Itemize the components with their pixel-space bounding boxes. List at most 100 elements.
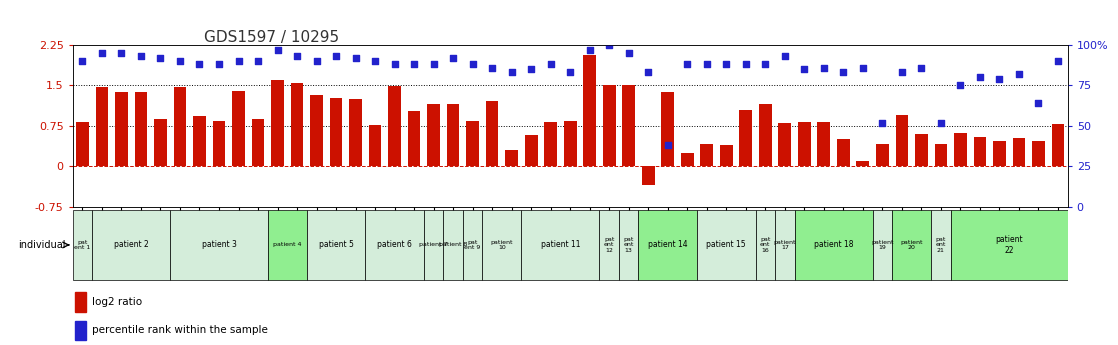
Bar <box>950 210 1068 280</box>
Point <box>991 76 1008 82</box>
Bar <box>642 167 654 185</box>
Text: patient
10: patient 10 <box>491 239 513 250</box>
Bar <box>447 104 459 167</box>
Bar <box>954 133 967 167</box>
Point <box>328 53 345 59</box>
Bar <box>96 87 108 167</box>
Point <box>600 42 618 48</box>
Point <box>619 50 637 56</box>
Point <box>718 61 736 67</box>
Bar <box>700 144 713 167</box>
Point <box>190 61 208 67</box>
Text: patient 2: patient 2 <box>114 240 149 249</box>
Point <box>522 66 540 72</box>
Bar <box>154 119 167 167</box>
Bar <box>584 55 596 167</box>
Text: pat
ent
16: pat ent 16 <box>760 237 770 253</box>
Point <box>912 65 930 70</box>
Text: patient 4: patient 4 <box>273 243 302 247</box>
Text: individual: individual <box>18 240 66 250</box>
Bar <box>521 210 599 280</box>
Bar <box>817 122 831 167</box>
Bar <box>330 98 342 167</box>
Point <box>970 75 988 80</box>
Point <box>464 61 482 67</box>
Point <box>74 58 92 64</box>
Text: patient 5: patient 5 <box>319 240 353 249</box>
Point <box>580 47 598 52</box>
Bar <box>681 154 693 167</box>
Bar <box>424 210 444 280</box>
Bar <box>306 210 366 280</box>
Point <box>834 70 852 75</box>
Point <box>659 142 676 148</box>
Text: pat
ent 1: pat ent 1 <box>74 239 91 250</box>
Bar <box>974 137 986 167</box>
Bar <box>268 210 306 280</box>
Bar <box>778 123 792 167</box>
Point <box>776 53 794 59</box>
Point <box>171 58 189 64</box>
Point <box>386 61 404 67</box>
Bar <box>233 91 245 167</box>
Point <box>873 120 891 126</box>
Bar <box>544 121 557 167</box>
Point <box>1049 58 1067 64</box>
Bar <box>466 120 479 167</box>
Bar <box>872 210 892 280</box>
Bar <box>349 99 362 167</box>
Bar <box>892 210 931 280</box>
Point <box>152 55 170 61</box>
Point <box>132 53 150 59</box>
Text: pat
ent
21: pat ent 21 <box>936 237 946 253</box>
Point <box>737 61 755 67</box>
Point <box>444 55 462 61</box>
Bar <box>935 144 947 167</box>
Point <box>854 65 872 70</box>
Text: pat
ent
13: pat ent 13 <box>624 237 634 253</box>
Point <box>249 58 267 64</box>
Bar <box>75 293 86 312</box>
Bar <box>369 125 381 167</box>
Bar <box>662 92 674 167</box>
Point <box>893 70 911 75</box>
Bar <box>73 210 92 280</box>
Text: patient
17: patient 17 <box>774 239 796 250</box>
Bar <box>697 210 756 280</box>
Point <box>268 47 286 52</box>
Bar <box>759 104 771 167</box>
Point <box>93 50 111 56</box>
Point <box>815 65 833 70</box>
Bar <box>115 92 127 167</box>
Point <box>795 66 813 72</box>
Point <box>113 50 131 56</box>
Bar <box>599 210 619 280</box>
Bar <box>798 122 811 167</box>
Point <box>542 61 560 67</box>
Bar <box>134 92 148 167</box>
Bar <box>272 80 284 167</box>
Bar <box>739 110 752 167</box>
Point <box>951 83 969 88</box>
Bar <box>1052 124 1064 167</box>
Point <box>366 58 383 64</box>
Bar <box>915 134 928 167</box>
Point <box>425 61 443 67</box>
Text: patient
22: patient 22 <box>995 235 1023 255</box>
Bar <box>623 86 635 167</box>
Bar <box>619 210 638 280</box>
Bar <box>993 140 1006 167</box>
Bar <box>837 139 850 167</box>
Text: patient 15: patient 15 <box>707 240 746 249</box>
Text: patient 3: patient 3 <box>201 240 236 249</box>
Bar <box>76 122 88 167</box>
Bar <box>173 87 187 167</box>
Bar <box>252 119 264 167</box>
Point <box>307 58 325 64</box>
Point <box>347 55 364 61</box>
Bar <box>1032 140 1044 167</box>
Text: pat
ent 9: pat ent 9 <box>464 239 481 250</box>
Bar <box>1013 138 1025 167</box>
Bar <box>486 100 499 167</box>
Bar <box>212 120 226 167</box>
